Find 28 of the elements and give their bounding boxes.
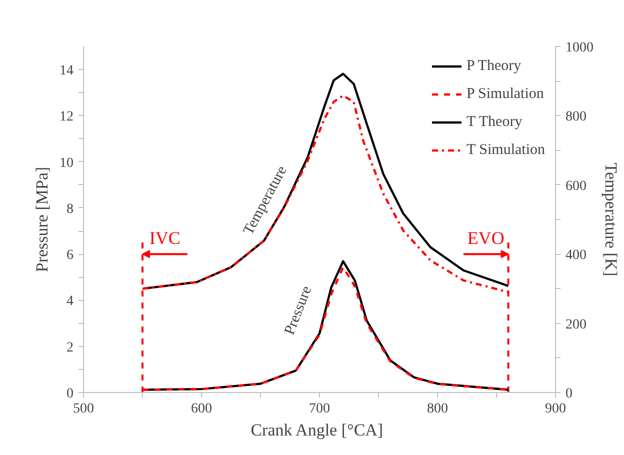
y-tick-label: 14 <box>60 64 74 79</box>
y2-tick-label: 600 <box>566 178 586 194</box>
y-axis-title: Pressure [MPa] <box>32 166 52 272</box>
y-tick-label: 12 <box>60 110 74 125</box>
y-tick-label: 4 <box>66 294 74 310</box>
x-tick-label: 700 <box>309 402 330 416</box>
x-axis-title: Crank Angle [°CA] <box>250 420 384 440</box>
ref-line-label: IVC <box>149 228 180 248</box>
legend-label: P Theory <box>466 58 522 74</box>
y-tick-label: 8 <box>66 202 74 217</box>
x-tick-label: 600 <box>191 402 212 416</box>
y2-axis-title: Temperature [K] <box>602 162 620 276</box>
ref-line-label: EVO <box>467 228 504 248</box>
y-tick-label: 10 <box>60 156 74 171</box>
legend-label: T Simulation <box>466 142 545 158</box>
y2-tick-label: 0 <box>566 386 572 402</box>
x-tick-label: 900 <box>545 402 566 416</box>
y-tick-label: 2 <box>66 340 74 356</box>
legend-label: T Theory <box>466 114 522 130</box>
y-tick-label: 6 <box>66 248 74 264</box>
x-tick-label: 800 <box>427 402 448 416</box>
y2-tick-label: 800 <box>566 110 586 125</box>
y2-tick-label: 1000 <box>566 40 594 56</box>
legend-label: P Simulation <box>466 86 544 102</box>
y2-tick-label: 400 <box>566 248 586 264</box>
x-tick-label: 500 <box>73 402 94 416</box>
y-tick-label: 0 <box>66 386 74 402</box>
y2-tick-label: 200 <box>566 317 586 332</box>
